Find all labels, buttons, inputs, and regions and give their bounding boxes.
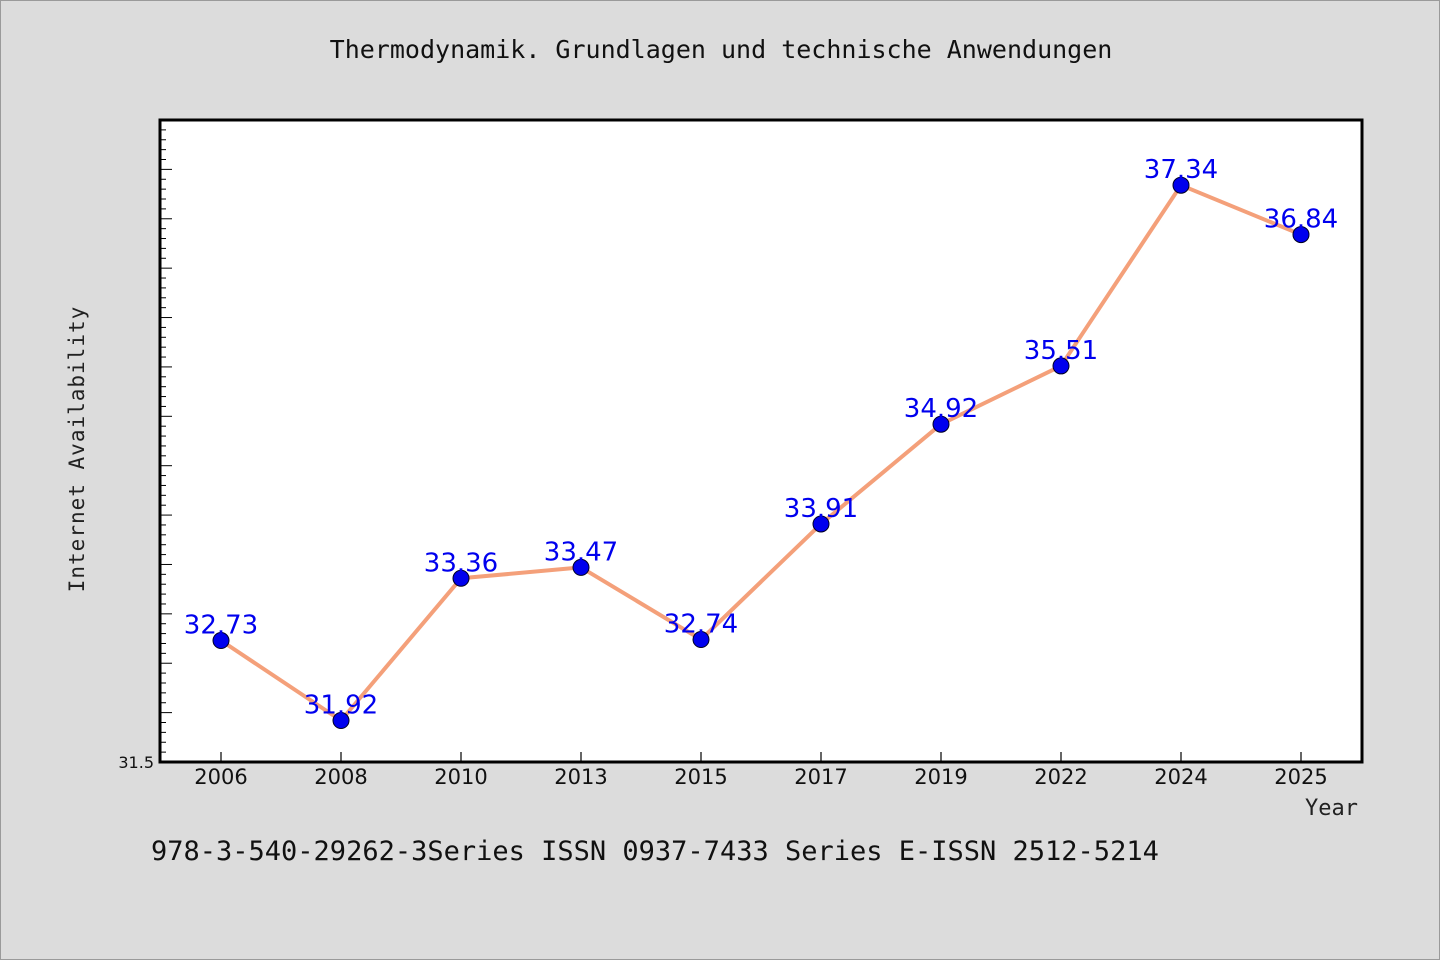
- data-point: [932, 415, 950, 433]
- data-label: 36.84: [1264, 205, 1338, 235]
- x-tick-label: 2006: [194, 765, 247, 789]
- x-axis-label: Year: [1305, 796, 1358, 821]
- series-line: [219, 183, 1303, 723]
- data-label: 32.73: [184, 611, 258, 641]
- data-point: [332, 712, 350, 730]
- chart-title: Thermodynamik. Grundlagen und technische…: [329, 35, 1113, 64]
- y-tick-label: 31.5: [118, 753, 154, 772]
- data-label: 33.47: [544, 537, 618, 567]
- data-point: [812, 515, 830, 533]
- data-label: 35.51: [1024, 336, 1098, 366]
- x-tick-label: 2017: [794, 765, 847, 789]
- data-point: [692, 631, 710, 649]
- plot-area: [160, 120, 1362, 762]
- data-label: 37.34: [1144, 155, 1218, 185]
- footer-text: 978-3-540-29262-3Series ISSN 0937-7433 S…: [151, 836, 1159, 867]
- data-point: [452, 569, 470, 587]
- x-tick-label: 2019: [914, 765, 967, 789]
- data-label: 33.36: [424, 548, 498, 578]
- data-label: 31.92: [304, 691, 378, 721]
- data-point: [1052, 357, 1070, 375]
- data-label: 33.91: [784, 494, 858, 524]
- data-label: 32.74: [664, 610, 738, 640]
- data-point: [572, 558, 590, 576]
- x-tick-label: 2024: [1154, 765, 1207, 789]
- x-tick-label: 2022: [1034, 765, 1087, 789]
- x-tick-label: 2015: [674, 765, 727, 789]
- data-point: [212, 632, 230, 650]
- data-point: [1172, 176, 1190, 194]
- plot-frame: [158, 118, 1364, 764]
- data-label: 34.92: [904, 394, 978, 424]
- x-tick-label: 2008: [314, 765, 367, 789]
- x-tick-label: 2025: [1274, 765, 1327, 789]
- x-tick-label: 2013: [554, 765, 607, 789]
- data-point: [1292, 226, 1310, 244]
- x-tick-label: 2010: [434, 765, 487, 789]
